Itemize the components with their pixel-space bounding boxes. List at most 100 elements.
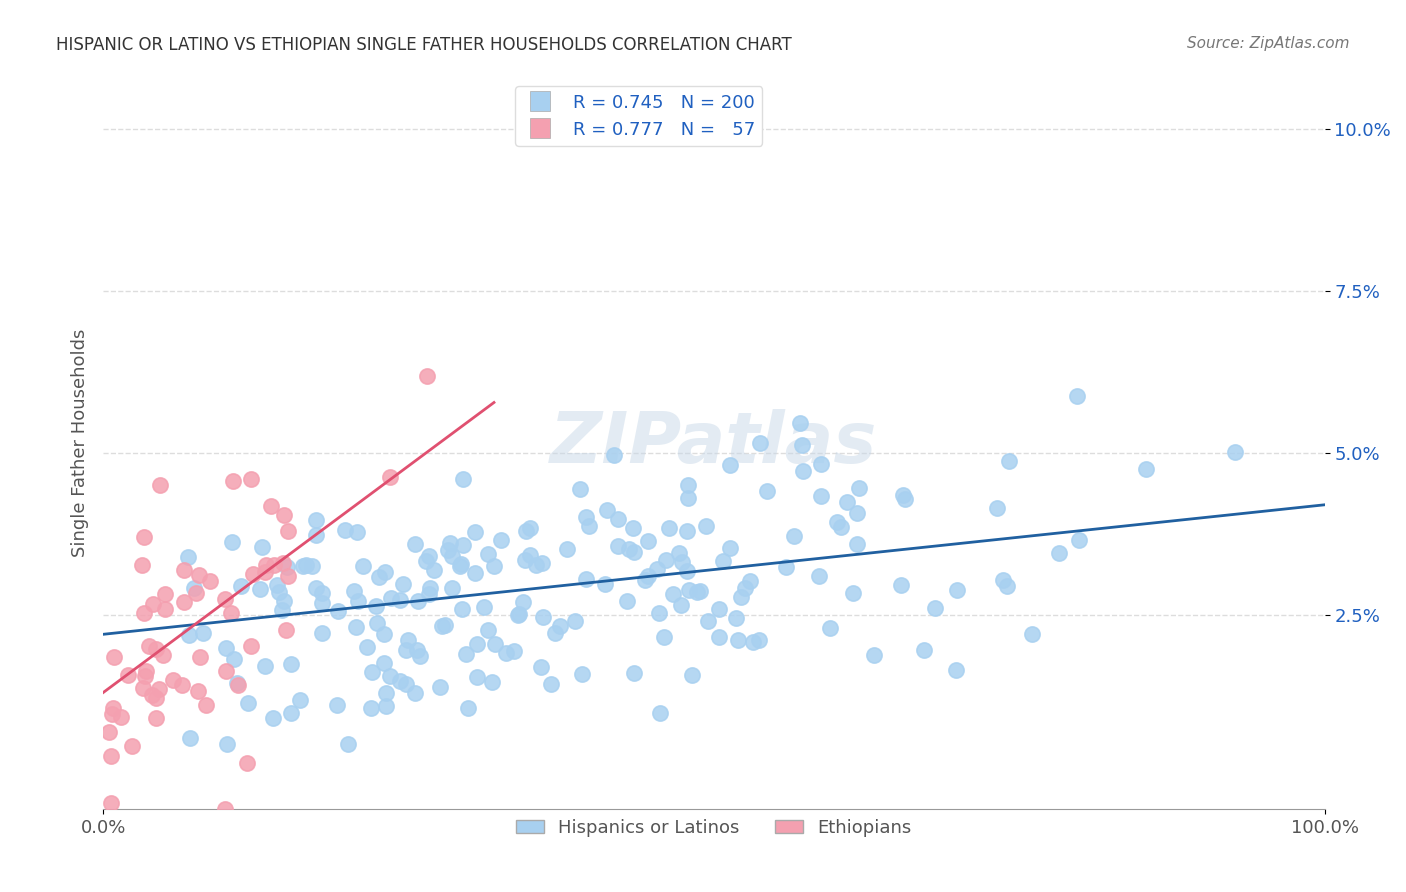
Point	[295, 558, 318, 573]
Point	[221, 474, 243, 488]
Point	[273, 508, 295, 522]
Point	[374, 565, 396, 579]
Point	[848, 481, 870, 495]
Point	[145, 642, 167, 657]
Point	[239, 640, 262, 654]
Point	[388, 674, 411, 689]
Point	[117, 668, 139, 682]
Point	[132, 530, 155, 544]
Point	[132, 681, 155, 695]
Point	[347, 594, 370, 608]
Point	[689, 583, 711, 598]
Point	[131, 558, 153, 573]
Point	[179, 731, 201, 745]
Point	[183, 581, 205, 595]
Point	[1021, 627, 1043, 641]
Point	[578, 519, 600, 533]
Point	[808, 569, 831, 583]
Point	[235, 756, 257, 770]
Point	[742, 635, 765, 649]
Text: Source: ZipAtlas.com: Source: ZipAtlas.com	[1187, 36, 1350, 51]
Point	[707, 631, 730, 645]
Point	[707, 602, 730, 616]
Point	[724, 611, 747, 625]
Point	[835, 495, 858, 509]
Point	[647, 561, 669, 575]
Point	[260, 499, 283, 513]
Point	[375, 699, 398, 714]
Point	[530, 557, 553, 571]
Point	[676, 524, 699, 538]
Point	[568, 483, 591, 497]
Point	[894, 491, 917, 506]
Point	[173, 563, 195, 577]
Point	[818, 621, 841, 635]
Point	[655, 553, 678, 567]
Point	[98, 725, 121, 739]
Point	[830, 520, 852, 534]
Point	[616, 593, 638, 607]
Point	[416, 369, 439, 384]
Point	[215, 738, 238, 752]
Point	[607, 539, 630, 553]
Point	[366, 615, 388, 630]
Point	[373, 627, 395, 641]
Point	[145, 691, 167, 706]
Point	[449, 558, 471, 573]
Point	[229, 579, 252, 593]
Point	[101, 706, 124, 721]
Point	[450, 602, 472, 616]
Point	[1047, 546, 1070, 560]
Point	[389, 593, 412, 607]
Point	[686, 585, 709, 599]
Point	[121, 739, 143, 753]
Point	[148, 682, 170, 697]
Point	[477, 623, 499, 637]
Point	[789, 416, 811, 430]
Point	[266, 578, 288, 592]
Point	[219, 606, 242, 620]
Point	[792, 464, 814, 478]
Point	[356, 640, 378, 655]
Point	[519, 521, 541, 535]
Point	[464, 566, 486, 580]
Point	[1067, 533, 1090, 548]
Point	[697, 614, 720, 628]
Point	[396, 632, 419, 647]
Point	[352, 559, 374, 574]
Point	[326, 698, 349, 712]
Point	[148, 477, 170, 491]
Point	[162, 673, 184, 687]
Point	[226, 678, 249, 692]
Point	[564, 614, 586, 628]
Point	[305, 581, 328, 595]
Point	[540, 677, 562, 691]
Point	[439, 536, 461, 550]
Point	[378, 470, 401, 484]
Point	[477, 547, 499, 561]
Point	[373, 656, 395, 670]
Point	[177, 550, 200, 565]
Point	[945, 663, 967, 677]
Point	[191, 626, 214, 640]
Point	[678, 583, 700, 598]
Point	[945, 583, 967, 598]
Point	[890, 577, 912, 591]
Point	[825, 516, 848, 530]
Point	[367, 570, 389, 584]
Point	[214, 640, 236, 655]
Point	[270, 603, 292, 617]
Point	[481, 674, 503, 689]
Point	[145, 711, 167, 725]
Point	[519, 548, 541, 562]
Point	[648, 606, 671, 620]
Point	[263, 558, 285, 572]
Point	[394, 677, 416, 691]
Point	[141, 688, 163, 702]
Point	[783, 529, 806, 543]
Point	[429, 681, 451, 695]
Point	[408, 594, 430, 608]
Point	[252, 540, 274, 554]
Point	[360, 700, 382, 714]
Point	[153, 602, 176, 616]
